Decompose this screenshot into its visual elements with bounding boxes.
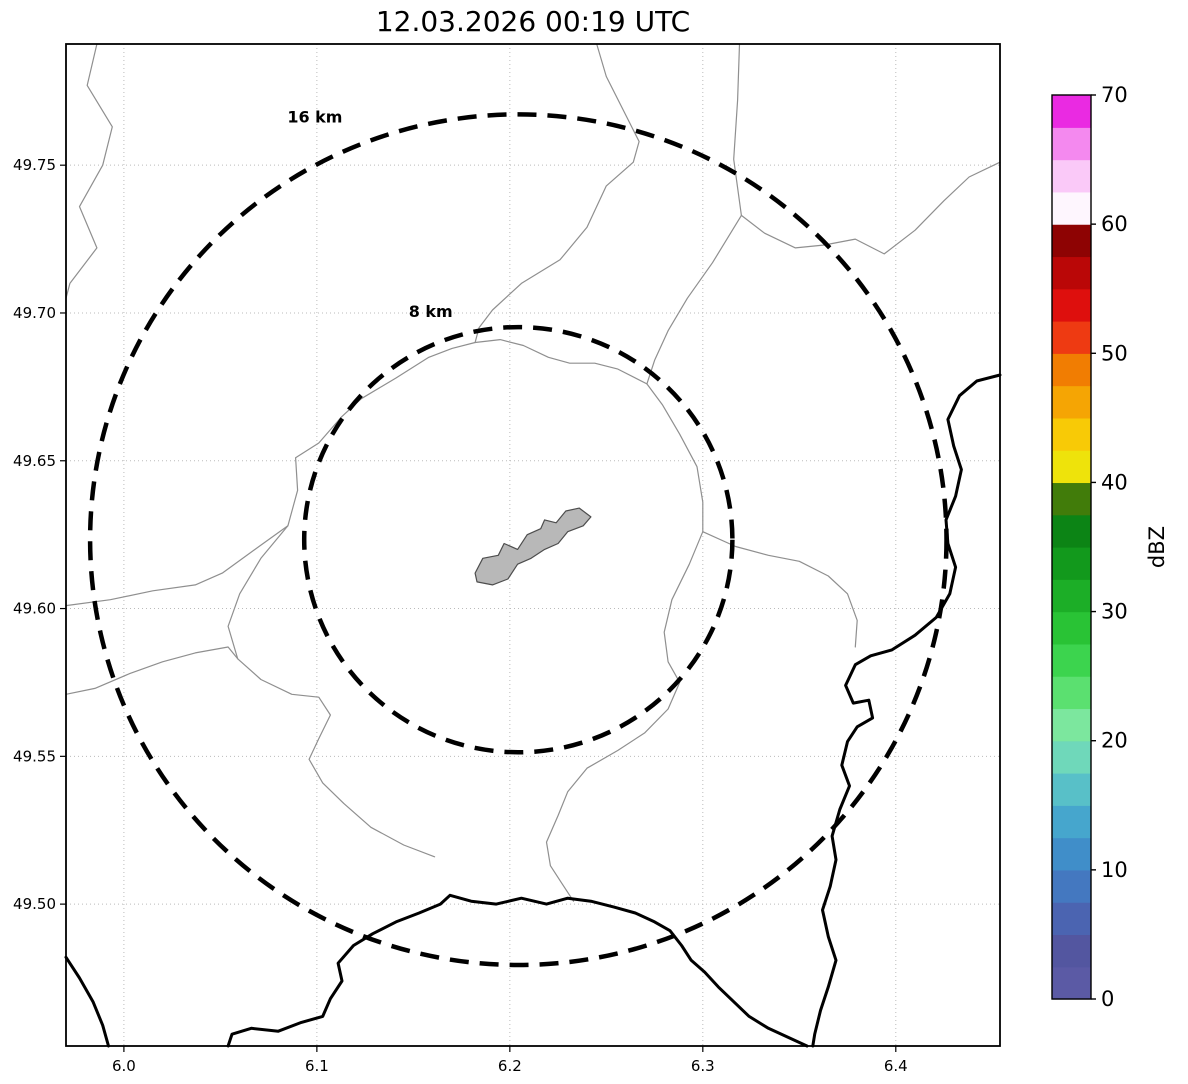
colorbar-segment	[1052, 159, 1091, 193]
colorbar-segment	[1052, 450, 1091, 484]
colorbar-segment	[1052, 385, 1091, 419]
admin-boundary-line	[227, 525, 436, 858]
country-border-line	[811, 373, 1002, 1048]
colorbar-segment	[1052, 191, 1091, 225]
y-tick-label: 49.55	[13, 747, 56, 765]
colorbar-segment	[1052, 708, 1091, 742]
colorbar-tick-label: 30	[1101, 600, 1128, 624]
range-ring-label-8km: 8 km	[409, 302, 453, 321]
admin-boundary-line	[65, 339, 704, 902]
colorbar-segment	[1052, 740, 1091, 774]
range-ring-8km	[301, 324, 735, 755]
colorbar-segments	[1052, 95, 1091, 1000]
colorbar-segment	[1052, 676, 1091, 710]
colorbar-segment	[1052, 643, 1091, 677]
colorbar-segment	[1052, 805, 1091, 839]
x-tick-label: 6.4	[884, 1057, 908, 1075]
colorbar-axis-label: dBZ	[1145, 526, 1169, 568]
colorbar-segment	[1052, 837, 1091, 871]
y-tick-label: 49.65	[13, 452, 56, 470]
admin-boundary-line	[702, 531, 858, 648]
axis-ticks: 6.0 6.1 6.2 6.3 6.4 49.50 49.55 49.60 49.65 49.70…	[13, 156, 908, 1075]
colorbar-segment	[1052, 773, 1091, 806]
admin-boundary-line	[646, 214, 742, 385]
figure-title: 12.03.2026 00:19 UTC	[376, 5, 690, 38]
x-tick-label: 6.1	[305, 1057, 329, 1075]
grid-lines	[66, 44, 1000, 1046]
x-tick-label: 6.2	[498, 1057, 522, 1075]
y-tick-label: 49.60	[13, 600, 56, 618]
colorbar-segment	[1052, 934, 1091, 968]
colorbar-tick-label: 70	[1101, 83, 1128, 107]
colorbar-segment	[1052, 321, 1091, 354]
colorbar-tick-label: 50	[1101, 341, 1128, 365]
map-frame	[65, 43, 1001, 1047]
colorbar-segment	[1052, 514, 1091, 548]
colorbar-tick-label: 60	[1101, 212, 1128, 236]
colorbar-segment	[1052, 224, 1091, 258]
colorbar-segment	[1052, 288, 1091, 322]
admin-boundaries	[65, 43, 1001, 902]
colorbar-segment	[1052, 869, 1091, 903]
y-tick-label: 49.70	[13, 304, 56, 322]
country-border-line	[226, 893, 809, 1048]
country-border-line	[64, 955, 110, 1048]
colorbar-segment	[1052, 579, 1091, 613]
colorbar-segment	[1052, 482, 1091, 516]
colorbar-segment	[1052, 902, 1091, 936]
colorbar-segment	[1052, 353, 1091, 387]
colorbar-tick-label: 40	[1101, 470, 1128, 494]
colorbar-tick-label: 10	[1101, 858, 1128, 882]
colorbar-segment	[1052, 547, 1091, 580]
x-tick-label: 6.3	[691, 1057, 715, 1075]
range-ring-label-16km: 16 km	[287, 107, 342, 126]
colorbar-tick-label: 0	[1101, 987, 1114, 1011]
colorbar-tick-label: 20	[1101, 729, 1128, 753]
range-ring-16km	[87, 112, 949, 968]
admin-boundary-line	[474, 43, 640, 344]
x-tick-label: 6.0	[112, 1057, 136, 1075]
colorbar-segment	[1052, 256, 1091, 290]
colorbar-segment	[1052, 417, 1091, 451]
colorbar-segment	[1052, 611, 1091, 645]
colorbar-segment	[1052, 95, 1091, 128]
colorbar-segment	[1052, 127, 1091, 161]
country-borders	[64, 373, 1002, 1048]
colorbar-segment	[1052, 966, 1091, 1000]
admin-boundary-line	[65, 646, 239, 695]
y-tick-label: 49.75	[13, 156, 56, 174]
admin-boundary-line	[65, 43, 113, 299]
colorbar-frame	[1051, 94, 1092, 1000]
airport-outline	[474, 507, 592, 586]
y-tick-label: 49.50	[13, 895, 56, 913]
